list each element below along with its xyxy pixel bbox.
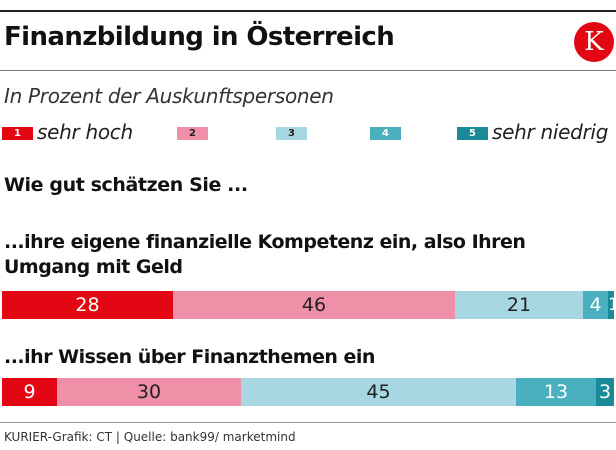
bar-value-label-1-3: 21 (506, 294, 532, 316)
chart-subtitle: In Prozent der Auskunftspersonen (4, 84, 334, 108)
legend-swatch-3: 3 (276, 127, 307, 140)
bar-segment-2-2 (57, 378, 241, 406)
bar-value-label-1-4: 4 (589, 294, 602, 316)
legend-swatch-5: 5 (457, 127, 488, 140)
legend-swatch-1: 1 (2, 127, 33, 140)
legend-label-1: sehr hoch (37, 120, 133, 144)
bar-value-label-1-1: 28 (75, 294, 100, 316)
bar-segment-2-5 (596, 378, 614, 406)
chart-title: Finanzbildung in Österreich (4, 22, 395, 52)
legend-label-5: sehr niedrig (492, 120, 609, 144)
title-rule (0, 70, 616, 71)
bar-value-label-2-4: 13 (543, 381, 569, 403)
legend-swatch-4: 4 (370, 127, 401, 140)
bar-segment-1-4 (583, 291, 608, 319)
bar-segment-1-1 (2, 291, 173, 319)
row-label-2: ...ihr Wissen über Finanzthemen ein (4, 346, 375, 368)
bar-value-label-2-3: 45 (366, 381, 391, 403)
bar-segment-1-5 (608, 291, 614, 319)
stacked-bar-1: 28 46 21 4 1 (2, 291, 614, 319)
footer-rule (0, 422, 616, 423)
stacked-bar-2: 9 30 45 13 3 (2, 378, 614, 406)
bar-value-label-1-5: 1 (608, 295, 614, 315)
row-label-1-line-1: ...ihre eigene finanzielle Kompetenz ein… (4, 231, 526, 253)
top-rule (0, 10, 616, 12)
bar-segment-2-4 (516, 378, 596, 406)
row-label-1-line-2: Umgang mit Geld (4, 256, 183, 278)
bar-segment-1-2 (173, 291, 455, 319)
question-heading: Wie gut schätzen Sie ... (4, 174, 248, 196)
bar-value-label-2-2: 30 (136, 381, 162, 403)
bar-segment-1-3 (455, 291, 583, 319)
bar-value-label-1-2: 46 (301, 294, 327, 316)
kurier-logo: K (574, 22, 614, 62)
bar-value-label-2-5: 3 (598, 381, 612, 403)
bar-value-label-2-1: 9 (23, 381, 36, 403)
source-credit: KURIER-Grafik: CT | Quelle: bank99/ mark… (4, 430, 296, 444)
bar-segment-2-1 (2, 378, 57, 406)
legend-swatch-2: 2 (177, 127, 208, 140)
bar-segment-2-3 (241, 378, 516, 406)
